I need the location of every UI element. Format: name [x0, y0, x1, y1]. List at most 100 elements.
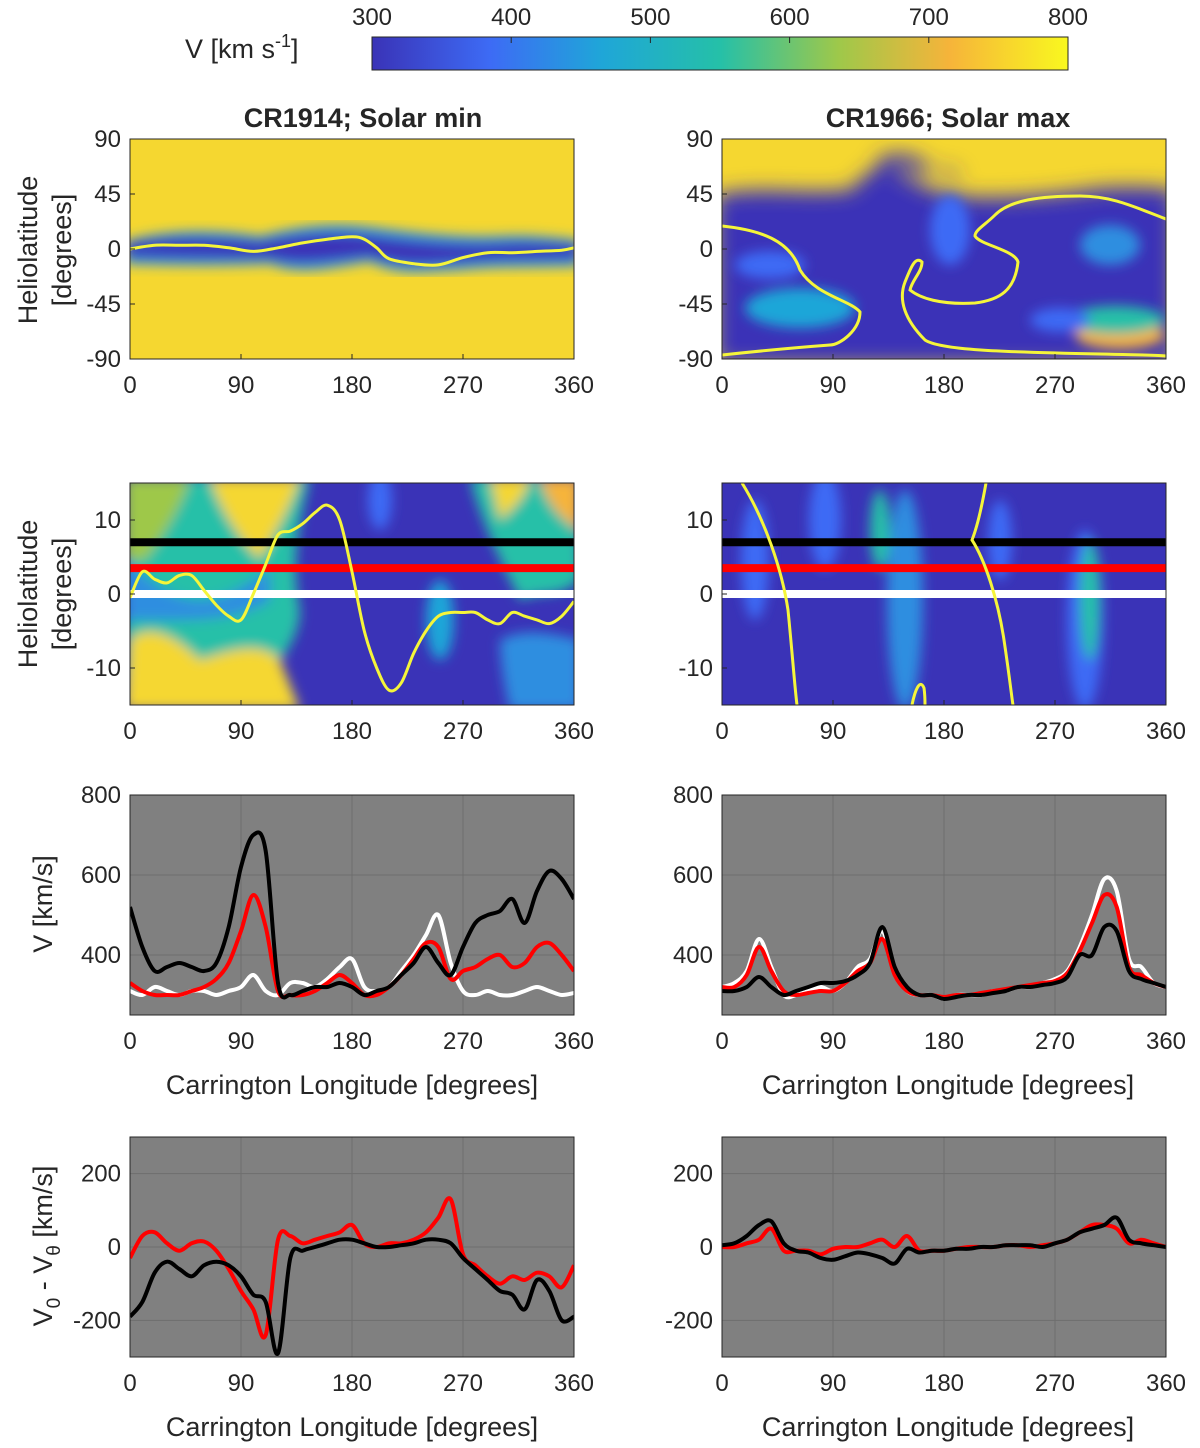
colorbar-gradient: [371, 36, 1069, 71]
x-tick-label: 180: [924, 1370, 964, 1397]
x-tick-label: 360: [1146, 1370, 1186, 1397]
plot-frame: [129, 1136, 575, 1358]
series-line-white: [130, 912, 574, 998]
current-sheet-line: [130, 503, 574, 693]
series-line-black: [130, 1237, 574, 1356]
x-tick-label: 90: [228, 1028, 255, 1055]
x-tick-label: 270: [443, 372, 483, 399]
x-tick-label: 180: [332, 372, 372, 399]
x-tick-label: 360: [554, 1370, 594, 1397]
x-tick-label: 360: [554, 718, 594, 745]
y-tick-label: 45: [686, 181, 713, 208]
colorbar-ticks: 300 400 500 600 700 800: [352, 4, 1088, 43]
axes-zoom-min: 0 90 180 270 360 10 0 -10: [86, 507, 594, 745]
plot-frame: [721, 1136, 1167, 1358]
ylabel-speed-difference: V0 - Vθ [km/s]: [28, 1166, 65, 1327]
title-solar-min: CR1914; Solar min: [244, 103, 483, 133]
y-tick-label: -10: [678, 655, 713, 682]
y-tick-label: 0: [108, 236, 121, 263]
x-tick-label: 0: [715, 1370, 728, 1397]
x-tick-label: 0: [123, 718, 136, 745]
x-tick-label: 180: [924, 1028, 964, 1055]
colorbar-tick-label: 700: [909, 4, 949, 31]
series-line-black: [130, 830, 574, 1000]
chart-speed-solar-min: 0 90 180 270 360 800 600 400: [81, 782, 594, 1055]
title-solar-max: CR1966; Solar max: [826, 103, 1071, 133]
y-tick-label: -90: [86, 346, 121, 373]
y-tick-label: 600: [81, 862, 121, 889]
colorbar-tick-label: 300: [352, 4, 392, 31]
y-tick-label: -200: [73, 1307, 121, 1334]
xlabel-dv-min: Carrington Longitude [degrees]: [166, 1412, 538, 1442]
x-tick-label: 270: [443, 1028, 483, 1055]
x-tick-label: 360: [554, 1028, 594, 1055]
current-sheet-line: [130, 235, 574, 267]
x-tick-label: 90: [820, 1370, 847, 1397]
y-tick-label: 200: [81, 1161, 121, 1188]
y-tick-label: 90: [686, 126, 713, 153]
y-tick-label: 10: [686, 507, 713, 534]
colorbar-label: V [km s-1]: [185, 31, 299, 64]
y-tick-label: -45: [678, 291, 713, 318]
x-tick-label: 0: [715, 718, 728, 745]
y-tick-label: 400: [673, 942, 713, 969]
x-tick-label: 360: [554, 372, 594, 399]
series-line-red: [130, 893, 574, 1000]
y-tick-label: 0: [700, 581, 713, 608]
zoom-solar-min: 0 90 180 270 360 10 0 -10: [86, 482, 594, 745]
x-tick-label: 0: [715, 1028, 728, 1055]
zoom-solar-max: 0 90 180 270 360 10 0 -10: [678, 482, 1186, 745]
colorbar: V [km s-1] 300 400 500 600 700 800: [185, 4, 1088, 71]
x-tick-label: 360: [1146, 372, 1186, 399]
plot-frame: [129, 794, 575, 1016]
current-sheet-lines: [722, 194, 1166, 358]
y-tick-label: -10: [86, 655, 121, 682]
x-tick-label: 90: [228, 372, 255, 399]
y-tick-label: -90: [678, 346, 713, 373]
xlabel-dv-max: Carrington Longitude [degrees]: [762, 1412, 1134, 1442]
x-tick-label: 0: [715, 372, 728, 399]
current-sheet-lines: [740, 483, 1015, 705]
x-tick-label: 360: [1146, 1028, 1186, 1055]
x-tick-label: 360: [1146, 718, 1186, 745]
xlabel-v-max: Carrington Longitude [degrees]: [762, 1070, 1134, 1100]
xlabel-v-min: Carrington Longitude [degrees]: [166, 1070, 538, 1100]
heatmap-solar-min: 0 90 180 270 360 90 45 0 -45 -90: [86, 126, 594, 399]
x-tick-label: 90: [228, 718, 255, 745]
y-tick-label: 800: [81, 782, 121, 809]
y-tick-label: -45: [86, 291, 121, 318]
x-tick-label: 270: [1035, 1028, 1075, 1055]
x-tick-label: 0: [123, 1370, 136, 1397]
y-tick-label: 90: [94, 126, 121, 153]
chart-speed-solar-max: 0 90 180 270 360 800 600 400: [673, 782, 1186, 1055]
y-tick-label: 45: [94, 181, 121, 208]
colorbar-tick-label: 800: [1048, 4, 1088, 31]
x-tick-label: 90: [820, 1028, 847, 1055]
x-tick-label: 180: [332, 718, 372, 745]
colorbar-tick-label: 400: [491, 4, 531, 31]
heatmap-solar-max: 0 90 180 270 360 90 45 0 -45 -90: [678, 126, 1186, 399]
axes-zoom-max: 0 90 180 270 360 10 0 -10: [678, 507, 1186, 745]
ylabel-degrees-2: [degrees]: [47, 538, 77, 651]
x-tick-label: 90: [820, 718, 847, 745]
x-tick-label: 270: [443, 718, 483, 745]
x-tick-label: 180: [924, 718, 964, 745]
x-tick-label: 270: [443, 1370, 483, 1397]
x-tick-label: 90: [820, 372, 847, 399]
series-line-red: [130, 1196, 574, 1340]
y-tick-label: 0: [108, 581, 121, 608]
x-tick-label: 180: [924, 372, 964, 399]
x-tick-label: 180: [332, 1370, 372, 1397]
x-tick-label: 0: [123, 372, 136, 399]
series-line-black: [722, 922, 1166, 1002]
y-tick-label: 200: [673, 1161, 713, 1188]
y-tick-label: -200: [665, 1307, 713, 1334]
x-tick-label: 0: [123, 1028, 136, 1055]
ylabel-heliolatitude-2: Heliolatitude: [13, 520, 43, 669]
chart-speed-difference-solar-max: 0 90 180 270 360 200 0 -200: [665, 1136, 1186, 1397]
x-tick-label: 270: [1035, 1370, 1075, 1397]
colorbar-tick-label: 600: [770, 4, 810, 31]
ylabel-degrees-1: [degrees]: [47, 194, 77, 307]
y-tick-label: 10: [94, 507, 121, 534]
